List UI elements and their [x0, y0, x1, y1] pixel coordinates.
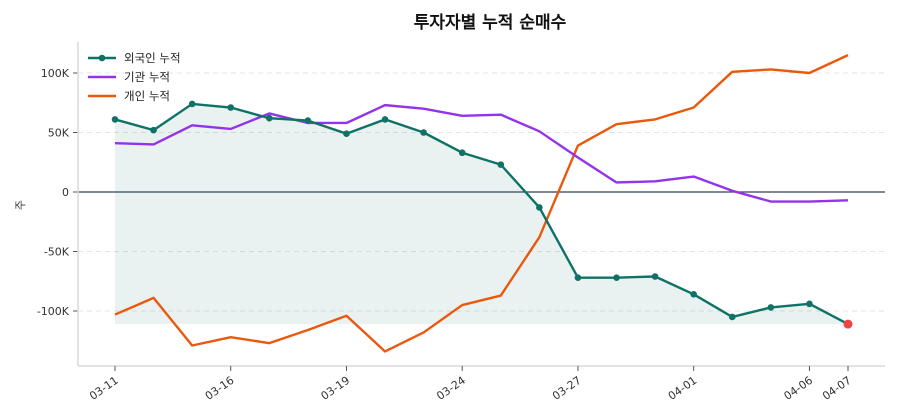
x-tick-label: 03-27: [550, 374, 584, 403]
data-point: [227, 104, 235, 111]
data-point: [536, 204, 543, 211]
legend-marker: [98, 54, 106, 62]
data-point: [188, 100, 196, 108]
data-point: [458, 149, 466, 157]
x-tick-label: 03-16: [203, 374, 237, 403]
x-tick-label: 04-07: [820, 374, 854, 403]
data-point: [574, 274, 582, 281]
data-point: [497, 161, 505, 168]
data-point: [343, 130, 350, 137]
x-tick-label: 03-19: [319, 374, 353, 403]
last-point-highlight: [843, 319, 853, 329]
series-line-2: [114, 54, 849, 353]
legend-label: 외국인 누적: [124, 51, 181, 65]
data-point: [767, 304, 775, 311]
y-axis-label: 주: [14, 200, 27, 210]
data-point: [651, 273, 659, 280]
data-point: [728, 313, 736, 321]
y-tick-label: -50K: [44, 246, 70, 259]
data-point: [420, 129, 427, 136]
data-point: [613, 274, 620, 281]
data-point: [690, 291, 697, 298]
data-point: [381, 116, 389, 123]
x-tick-label: 04-06: [781, 374, 815, 403]
x-tick-label: 03-11: [87, 374, 121, 403]
y-tick-label: 100K: [41, 67, 70, 80]
series-line-0: [114, 102, 849, 326]
y-tick-label: 0: [62, 186, 69, 199]
legend-label: 개인 누적: [124, 89, 170, 103]
foreign-area-fill: [115, 103, 848, 325]
x-tick-label: 04-01: [666, 374, 700, 403]
data-point: [304, 117, 312, 124]
series-line-1: [114, 103, 849, 203]
data-point: [111, 116, 119, 123]
data-point: [150, 126, 157, 134]
legend-label: 기관 누적: [124, 70, 170, 84]
x-tick-label: 03-24: [434, 374, 468, 403]
chart-title: 투자자별 누적 순매수: [414, 13, 567, 33]
y-tick-label: -100K: [37, 305, 70, 318]
data-point: [266, 114, 273, 122]
data-point: [806, 300, 813, 308]
y-tick-label: 50K: [48, 127, 70, 140]
